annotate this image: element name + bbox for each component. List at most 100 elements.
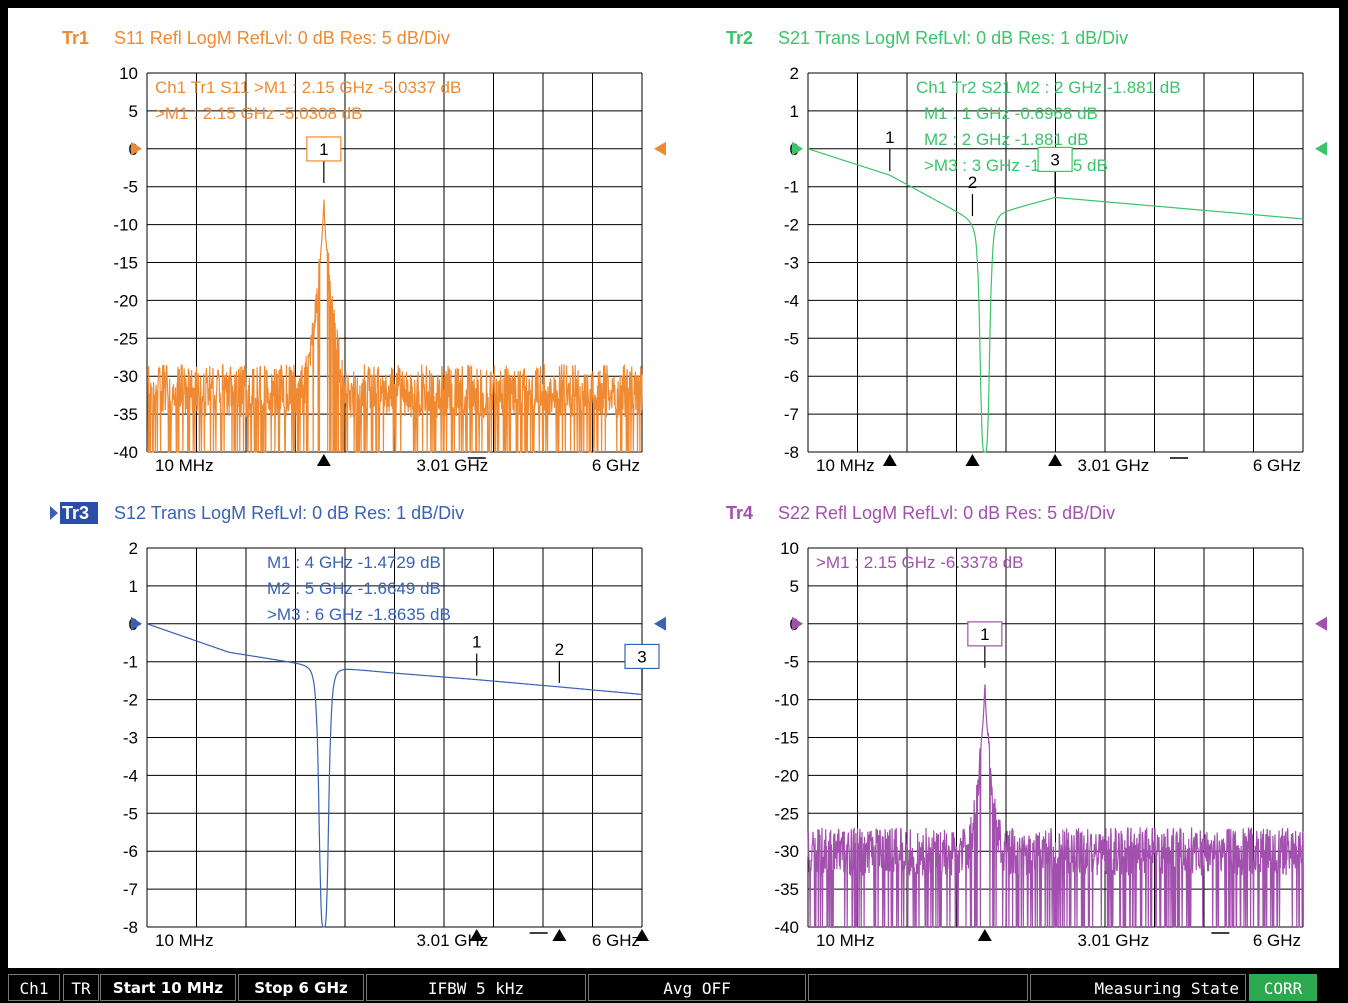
marker-position-icon: [965, 454, 980, 466]
averaging-indicator[interactable]: Avg OFF: [588, 974, 806, 1001]
active-marker-box: [1037, 146, 1073, 173]
marker-position-icon: [552, 929, 567, 941]
y-tick-label: -10: [774, 691, 799, 710]
measuring-state: Measuring State: [1030, 974, 1246, 1001]
marker-3[interactable]: 3: [1037, 146, 1073, 194]
trace-panel-tr1: Tr1 S11 Refl LogM RefLvl: 0 dB Res: 5 dB/…: [62, 28, 666, 475]
x-tick-label: 6 GHz: [592, 456, 640, 475]
marker-label: 1: [472, 633, 481, 652]
y-tick-label: 1: [790, 102, 799, 121]
y-tick-label: -5: [123, 804, 138, 823]
y-tick-label: -1: [123, 653, 138, 672]
reference-level-right-icon: [654, 141, 666, 156]
y-tick-label: -4: [123, 766, 138, 785]
marker-1[interactable]: 1: [967, 621, 1003, 668]
y-tick-label: -10: [113, 216, 138, 235]
active-marker-box: [624, 643, 660, 670]
trace-panel-tr3: Tr3 S12 Trans LogM RefLvl: 0 dB Res: 1 dB…: [50, 502, 666, 950]
y-tick-label: 2: [790, 64, 799, 83]
marker-3[interactable]: 3: [624, 643, 660, 691]
reference-level-right-icon: [1315, 616, 1327, 631]
x-tick-label: 6 GHz: [1253, 456, 1301, 475]
marker-1[interactable]: 1: [306, 136, 342, 183]
y-tick-label: -6: [784, 367, 799, 386]
start-frequency[interactable]: Start 10 MHz: [100, 974, 236, 1001]
active-trace-arrow-icon: [50, 506, 58, 520]
plot-grid: [146, 547, 643, 928]
marker-readout-line: >M3 : 6 GHz -1.8635 dB: [267, 605, 451, 624]
y-tick-label: -5: [784, 653, 799, 672]
trace-line-tr1: [147, 199, 643, 453]
marker-2[interactable]: 2: [555, 640, 564, 683]
y-tick-label: -35: [774, 880, 799, 899]
y-tick-label: -4: [784, 291, 799, 310]
y-tick-label: -20: [113, 291, 138, 310]
marker-label: 3: [1050, 150, 1059, 169]
plot-grid: [146, 72, 643, 453]
marker-1[interactable]: 1: [885, 128, 895, 172]
active-marker-box: [967, 621, 1003, 647]
y-tick-label: -15: [113, 254, 138, 273]
y-tick-label: -2: [784, 216, 799, 235]
empty-status-field: [808, 974, 1028, 1001]
y-tick-label: -25: [774, 804, 799, 823]
trace-id[interactable]: Tr4: [726, 503, 753, 523]
trace-plots: Tr1 S11 Refl LogM RefLvl: 0 dB Res: 5 dB/…: [50, 28, 1327, 950]
marker-label: 1: [885, 128, 894, 147]
trace-title: S11 Refl LogM RefLvl: 0 dB Res: 5 dB/Div: [114, 28, 450, 48]
marker-label: 1: [980, 625, 989, 644]
marker-readout-line: >M3 : 3 GHz -1.2825 dB: [924, 156, 1108, 175]
y-tick-label: 2: [129, 539, 138, 558]
y-tick-label: -30: [774, 842, 799, 861]
marker-position-icon: [635, 929, 649, 941]
y-tick-label: -30: [113, 367, 138, 386]
y-tick-label: -40: [113, 443, 138, 462]
marker-position-icon: [469, 929, 484, 941]
marker-2[interactable]: 2: [968, 173, 977, 217]
reference-level-left-icon: [792, 616, 803, 631]
marker-position-icon: [977, 929, 992, 941]
trace-panel-tr2: Tr2 S21 Trans LogM RefLvl: 0 dB Res: 1 dB…: [726, 28, 1327, 475]
marker-1[interactable]: 1: [472, 633, 481, 676]
trace-mode-indicator[interactable]: TR: [63, 974, 99, 1001]
ifbw-indicator[interactable]: IFBW 5 kHz: [366, 974, 586, 1001]
y-tick-label: -5: [784, 329, 799, 348]
marker-label: 1: [319, 140, 328, 159]
marker-readout-line: M2 : 2 GHz -1.881 dB: [924, 130, 1088, 149]
trace-id[interactable]: Tr1: [62, 28, 89, 48]
trace-line-tr3: [146, 623, 642, 928]
marker-position-icon: [1048, 454, 1063, 466]
y-tick-label: -7: [123, 880, 138, 899]
marker-position-icon: [882, 454, 897, 466]
x-tick-label: 3.01 GHz: [417, 931, 489, 950]
y-tick-label: -25: [113, 329, 138, 348]
x-tick-label: 10 MHz: [816, 456, 875, 475]
x-tick-label: 6 GHz: [1253, 931, 1301, 950]
channel-indicator[interactable]: Ch1: [8, 974, 60, 1001]
trace-id[interactable]: Tr2: [726, 28, 753, 48]
trace-title: S21 Trans LogM RefLvl: 0 dB Res: 1 dB/Di…: [778, 28, 1128, 48]
trace-line-tr2: [807, 148, 1303, 453]
x-tick-label: 6 GHz: [592, 931, 640, 950]
x-tick-label: 10 MHz: [816, 931, 875, 950]
marker-label: 2: [555, 640, 564, 659]
marker-readout-line: Ch1 Tr1 S11 >M1 : 2.15 GHz -5.0337 dB: [155, 78, 461, 97]
trace-id[interactable]: Tr3: [62, 503, 89, 523]
stop-frequency[interactable]: Stop 6 GHz: [238, 974, 364, 1001]
correction-indicator[interactable]: CORR: [1249, 974, 1317, 1001]
active-marker-box: [306, 136, 342, 162]
marker-readout-line: Ch1 Tr2 S21 M2 : 2 GHz -1.881 dB: [916, 78, 1181, 97]
y-tick-label: -8: [784, 443, 799, 462]
y-tick-label: -35: [113, 405, 138, 424]
marker-readout-line: M2 : 5 GHz -1.6649 dB: [267, 579, 441, 598]
y-tick-label: -40: [774, 918, 799, 937]
trace-panel-tr4: Tr4 S22 Refl LogM RefLvl: 0 dB Res: 5 dB/…: [726, 503, 1327, 950]
marker-position-icon: [316, 454, 331, 466]
y-tick-label: -3: [784, 254, 799, 273]
marker-label: 2: [968, 173, 977, 192]
y-tick-label: 5: [129, 102, 138, 121]
trace-title: S12 Trans LogM RefLvl: 0 dB Res: 1 dB/Di…: [114, 503, 464, 523]
y-tick-label: 1: [129, 577, 138, 596]
x-tick-label: 3.01 GHz: [417, 456, 489, 475]
y-tick-label: 10: [119, 64, 138, 83]
